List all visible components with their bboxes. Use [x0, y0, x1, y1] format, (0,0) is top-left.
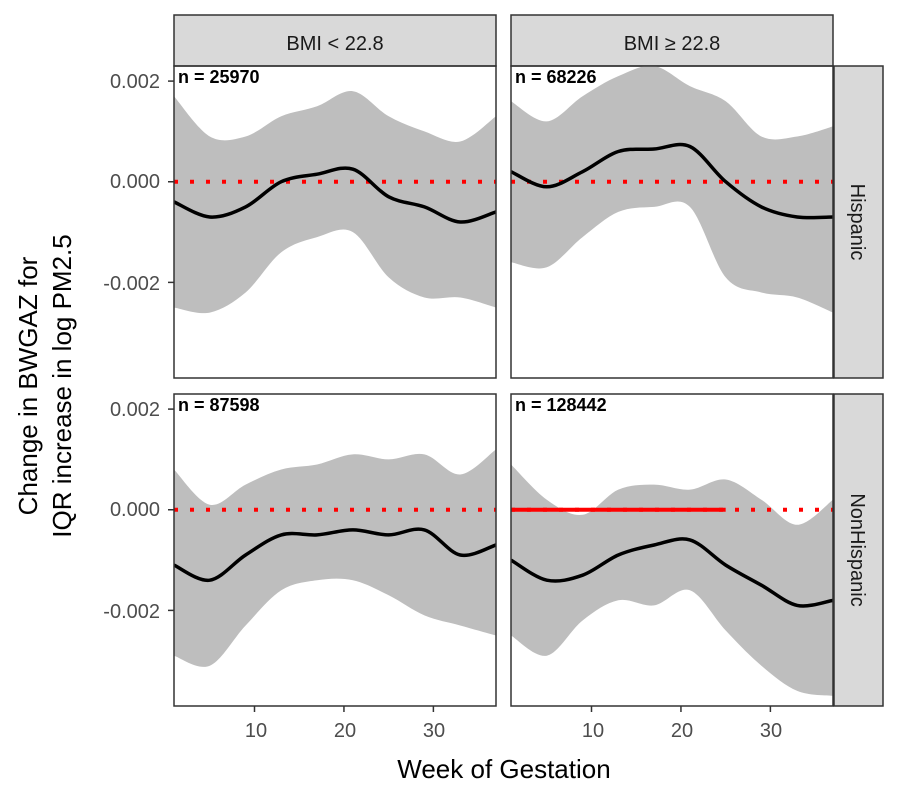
strip-row-2-label: NonHispanic [846, 493, 868, 606]
strip-column-1-bg [173, 14, 497, 67]
panel-border [173, 65, 497, 379]
n-label-nonhispanic-bmi-low: n = 87598 [178, 395, 260, 415]
estimate-line [511, 537, 833, 608]
x-tick-label-col1-30: 30 [423, 720, 445, 742]
strip-row-1-bg [833, 65, 884, 379]
panel-plot-area-2 [174, 449, 496, 667]
panel-hispanic-bmi-low [168, 65, 497, 379]
x-tick-label-col2-30: 30 [760, 720, 782, 742]
y-tick-label-row1-top: 0.002 [110, 71, 160, 93]
estimate-line [511, 142, 833, 220]
x-tick-label-col2-20: 20 [671, 720, 693, 742]
y-tick-label-row2-top: 0.002 [110, 399, 160, 421]
y-tick-label-row2-mid: 0.000 [110, 499, 160, 521]
x-tick-label-col1-10: 10 [245, 720, 267, 742]
strip-row-2-bg [833, 393, 884, 707]
x-tick-label-col2-10: 10 [582, 720, 604, 742]
y-tick-label-row2-bottom: -0.002 [103, 601, 160, 623]
panel-plot-area-0 [174, 91, 496, 314]
panel-border [510, 65, 834, 379]
estimate-line [174, 166, 496, 224]
strip-column-1-label: BMI < 22.8 [286, 33, 383, 55]
estimate-line [174, 527, 496, 582]
confidence-ribbon [511, 66, 833, 313]
panel-hispanic-bmi-high [510, 65, 834, 379]
strip-row-1-label: Hispanic [846, 184, 868, 261]
strip-column-2-bg [510, 14, 834, 67]
y-tick-label-row1-mid: 0.000 [110, 171, 160, 193]
y-axis-title-line-1: Change in BWGAZ for [13, 256, 43, 515]
y-axis-title-line-2: IQR increase in log PM2.5 [47, 234, 77, 537]
n-label-nonhispanic-bmi-high: n = 128442 [515, 395, 607, 415]
panel-plot-area-1 [511, 66, 833, 313]
x-tick-label-col1-20: 20 [334, 720, 356, 742]
panel-plot-area-3 [511, 464, 833, 696]
strip-column-2-label: BMI ≥ 22.8 [624, 33, 721, 55]
confidence-ribbon [174, 449, 496, 667]
x-axis-title: Week of Gestation [397, 754, 610, 784]
confidence-ribbon [511, 464, 833, 696]
panel-nonhispanic-bmi-low [168, 393, 497, 712]
confidence-ribbon [174, 91, 496, 314]
panel-nonhispanic-bmi-high [510, 393, 834, 712]
panel-border [510, 393, 834, 707]
n-label-hispanic-bmi-low: n = 25970 [178, 67, 260, 87]
panel-border [173, 393, 497, 707]
y-tick-label-row1-bottom: -0.002 [103, 273, 160, 295]
n-label-hispanic-bmi-high: n = 68226 [515, 67, 597, 87]
